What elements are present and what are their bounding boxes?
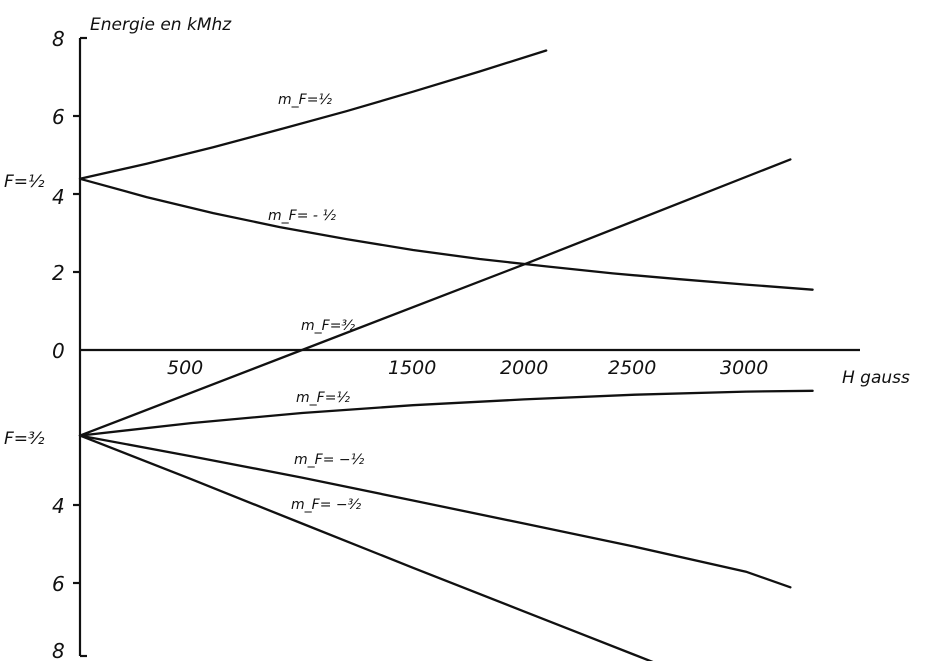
curve-label: m_F= - ½ xyxy=(268,208,336,224)
x-tick-label: 2000 xyxy=(500,357,548,379)
series-line-2 xyxy=(78,158,792,437)
curve-labels: m_F=½ m_F= - ½ m_F=³⁄₂ m_F=½ m_F= −½ m_F… xyxy=(268,92,365,513)
series-line-1 xyxy=(78,177,814,291)
curve-label: m_F= −³⁄₂ xyxy=(291,497,362,513)
series-line-3 xyxy=(78,389,814,437)
y-tick-label: 6 xyxy=(52,572,65,596)
y-tick-label: 4 xyxy=(52,185,65,209)
y-tick-label: 8 xyxy=(52,639,65,661)
y-tick-label: 4 xyxy=(52,494,65,518)
curve-label: m_F=½ xyxy=(278,92,332,108)
y-axis-title: Energie en kMhz xyxy=(90,15,232,35)
y-tick-label: 6 xyxy=(52,105,65,129)
y-tick-label: 8 xyxy=(52,27,65,51)
x-tick-label: 2500 xyxy=(608,357,656,379)
x-tick-label: 1500 xyxy=(388,357,436,379)
series-line-4 xyxy=(78,434,792,589)
y-tick-label: 2 xyxy=(52,261,65,285)
y-tick-label: 0 xyxy=(52,339,65,363)
curve-label: m_F= −½ xyxy=(294,452,365,468)
x-axis-title: H gauss xyxy=(842,368,910,388)
x-tick-label: 500 xyxy=(167,357,203,379)
x-ticks: 500 1500 2000 2500 3000 xyxy=(167,357,768,379)
level-label-f-half: F=½ xyxy=(4,172,45,192)
curve-label: m_F=³⁄₂ xyxy=(301,318,355,334)
x-tick-label: 3000 xyxy=(720,357,768,379)
level-label-f-three-halves: F=³⁄₂ xyxy=(4,429,45,449)
series-line-5 xyxy=(78,434,654,661)
curve-label: m_F=½ xyxy=(296,390,350,406)
y-ticks: 8 6 4 2 0 4 6 8 xyxy=(52,27,80,661)
series-line-0 xyxy=(78,49,548,180)
curves-layer xyxy=(78,49,814,661)
